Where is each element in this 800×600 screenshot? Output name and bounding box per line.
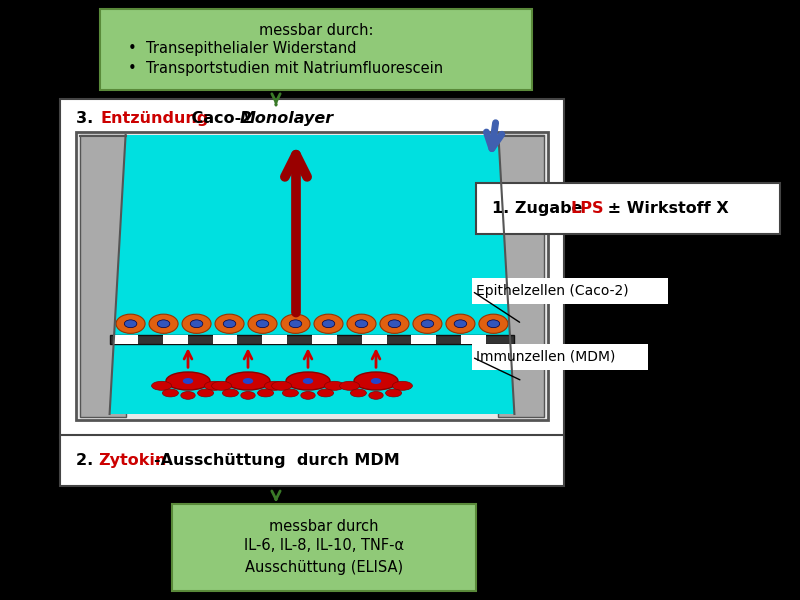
Ellipse shape bbox=[421, 320, 434, 328]
Bar bbox=[472, 344, 648, 370]
Text: -Ausschüttung  durch MDM: -Ausschüttung durch MDM bbox=[154, 453, 399, 468]
Bar bbox=[110, 335, 514, 344]
Ellipse shape bbox=[215, 314, 244, 334]
Bar bbox=[114, 335, 138, 344]
Ellipse shape bbox=[211, 382, 232, 390]
Bar bbox=[498, 135, 544, 417]
Ellipse shape bbox=[152, 382, 172, 390]
Ellipse shape bbox=[380, 314, 409, 334]
Ellipse shape bbox=[388, 320, 401, 328]
FancyBboxPatch shape bbox=[172, 504, 476, 591]
Ellipse shape bbox=[340, 382, 360, 390]
Ellipse shape bbox=[281, 314, 310, 334]
Bar bbox=[262, 335, 287, 344]
Text: Immunzellen (MDM): Immunzellen (MDM) bbox=[476, 350, 615, 364]
Ellipse shape bbox=[222, 389, 238, 397]
Ellipse shape bbox=[350, 389, 366, 397]
Ellipse shape bbox=[124, 320, 137, 328]
Ellipse shape bbox=[322, 320, 334, 328]
Ellipse shape bbox=[116, 314, 145, 334]
Ellipse shape bbox=[181, 391, 195, 400]
Ellipse shape bbox=[386, 389, 402, 397]
Ellipse shape bbox=[479, 314, 508, 334]
Ellipse shape bbox=[413, 314, 442, 334]
Bar bbox=[362, 335, 386, 344]
Text: LPS: LPS bbox=[570, 201, 604, 216]
Ellipse shape bbox=[392, 382, 413, 390]
Ellipse shape bbox=[182, 314, 211, 334]
Bar bbox=[213, 335, 238, 344]
Text: 1. Zugabe: 1. Zugabe bbox=[492, 201, 588, 216]
FancyBboxPatch shape bbox=[60, 435, 564, 486]
Text: messbar durch:: messbar durch: bbox=[258, 23, 374, 38]
Bar bbox=[163, 335, 188, 344]
Text: messbar durch: messbar durch bbox=[270, 519, 378, 534]
Ellipse shape bbox=[454, 320, 466, 328]
FancyBboxPatch shape bbox=[60, 99, 564, 438]
Ellipse shape bbox=[369, 391, 383, 400]
Ellipse shape bbox=[370, 378, 381, 384]
Ellipse shape bbox=[158, 320, 170, 328]
Bar bbox=[472, 278, 668, 304]
Ellipse shape bbox=[314, 314, 343, 334]
Text: Ausschüttung (ELISA): Ausschüttung (ELISA) bbox=[245, 560, 403, 575]
Text: Monolayer: Monolayer bbox=[239, 111, 334, 126]
Ellipse shape bbox=[301, 391, 315, 400]
Ellipse shape bbox=[166, 372, 210, 390]
Ellipse shape bbox=[347, 314, 376, 334]
Ellipse shape bbox=[190, 320, 203, 328]
Ellipse shape bbox=[248, 314, 277, 334]
FancyBboxPatch shape bbox=[100, 9, 532, 90]
Text: •  Transepithelialer Widerstand: • Transepithelialer Widerstand bbox=[128, 41, 357, 56]
Ellipse shape bbox=[162, 389, 178, 397]
Ellipse shape bbox=[226, 372, 270, 390]
Text: Zytokin: Zytokin bbox=[98, 453, 166, 468]
Text: Epithelzellen (Caco-2): Epithelzellen (Caco-2) bbox=[476, 284, 629, 298]
Bar bbox=[80, 135, 126, 417]
Ellipse shape bbox=[271, 382, 291, 390]
Bar bbox=[461, 335, 486, 344]
Ellipse shape bbox=[182, 378, 194, 384]
Ellipse shape bbox=[258, 389, 274, 397]
Ellipse shape bbox=[302, 378, 314, 384]
Ellipse shape bbox=[354, 372, 398, 390]
Text: Entzündung: Entzündung bbox=[100, 111, 208, 126]
Ellipse shape bbox=[355, 320, 368, 328]
Ellipse shape bbox=[286, 372, 330, 390]
Ellipse shape bbox=[205, 382, 224, 390]
Text: 3.: 3. bbox=[76, 111, 99, 126]
Bar bbox=[76, 132, 548, 420]
Text: ± Wirkstoff X: ± Wirkstoff X bbox=[602, 201, 729, 216]
Bar bbox=[411, 335, 436, 344]
Ellipse shape bbox=[243, 378, 253, 384]
Bar bbox=[312, 335, 337, 344]
Ellipse shape bbox=[318, 389, 334, 397]
Text: 2.: 2. bbox=[76, 453, 99, 468]
Ellipse shape bbox=[149, 314, 178, 334]
Ellipse shape bbox=[325, 382, 345, 390]
Ellipse shape bbox=[198, 389, 214, 397]
Text: IL-6, IL-8, IL-10, TNF-α: IL-6, IL-8, IL-10, TNF-α bbox=[244, 538, 404, 553]
Text: •  Transportstudien mit Natriumfluorescein: • Transportstudien mit Natriumfluorescei… bbox=[128, 61, 443, 76]
Ellipse shape bbox=[487, 320, 500, 328]
Ellipse shape bbox=[282, 389, 298, 397]
Ellipse shape bbox=[223, 320, 236, 328]
Text: Caco-2: Caco-2 bbox=[186, 111, 258, 126]
FancyBboxPatch shape bbox=[476, 183, 780, 234]
Ellipse shape bbox=[446, 314, 475, 334]
Ellipse shape bbox=[241, 391, 255, 400]
Ellipse shape bbox=[290, 320, 302, 328]
Ellipse shape bbox=[256, 320, 269, 328]
Ellipse shape bbox=[264, 382, 285, 390]
Polygon shape bbox=[110, 135, 514, 414]
